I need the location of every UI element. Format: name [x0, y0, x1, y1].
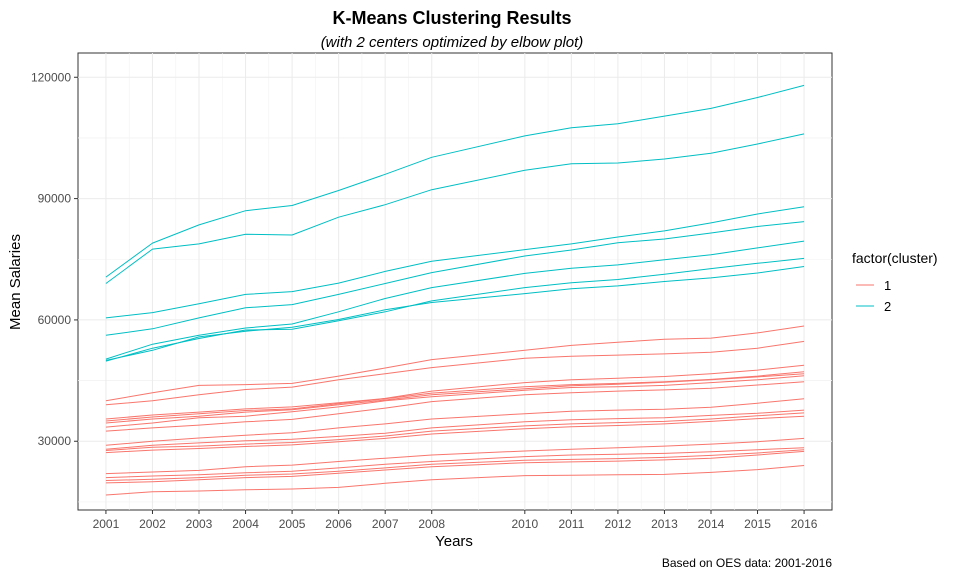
- chart-subtitle: (with 2 centers optimized by elbow plot): [321, 34, 584, 51]
- series-line-cluster-1: [105, 325, 805, 402]
- legend-label-cluster-2: 2: [884, 299, 891, 314]
- series-line-cluster-1: [105, 415, 805, 454]
- x-tick-label: 2010: [511, 517, 538, 531]
- series-line-cluster-1: [105, 340, 805, 406]
- x-tick-label: 2006: [325, 517, 352, 531]
- series-line-cluster-1: [105, 447, 805, 479]
- series-line-cluster-2: [105, 84, 805, 278]
- y-axis: 30000 60000 90000 120000: [31, 70, 78, 448]
- x-tick-label: 2012: [605, 517, 632, 531]
- series-line-cluster-1: [105, 381, 805, 432]
- x-tick-label: 2003: [186, 517, 213, 531]
- x-tick-label: 2011: [558, 517, 584, 531]
- legend: factor(cluster) 1 2: [852, 250, 938, 314]
- x-tick-label: 2008: [418, 517, 445, 531]
- series-line-cluster-2: [105, 133, 805, 284]
- y-tick-label: 120000: [31, 70, 71, 84]
- series-line-cluster-1: [105, 465, 805, 496]
- series-line-cluster-1: [105, 437, 805, 475]
- chart-caption: Based on OES data: 2001-2016: [662, 556, 832, 570]
- y-tick-label: 90000: [38, 192, 72, 206]
- series-line-cluster-2: [105, 221, 805, 336]
- x-tick-label: 2014: [698, 517, 725, 531]
- x-axis: 2001 2002 2003 2004 2005 2006 2007 2008 2010 2011…: [93, 510, 818, 531]
- chart-title: K-Means Clustering Results: [332, 8, 571, 28]
- x-tick-label: 2004: [232, 517, 259, 531]
- y-tick-label: 60000: [38, 313, 72, 327]
- series-line-cluster-2: [105, 266, 805, 361]
- x-tick-label: 2015: [744, 517, 771, 531]
- series-line-cluster-1: [105, 409, 805, 450]
- x-tick-label: 2005: [279, 517, 306, 531]
- grid: [78, 53, 832, 510]
- series-line-cluster-1: [105, 375, 805, 428]
- y-axis-title: Mean Salaries: [7, 234, 24, 330]
- series-line-cluster-2: [105, 206, 805, 319]
- plot-panel: [77, 52, 833, 511]
- series-line-cluster-1: [105, 449, 805, 481]
- series-line-cluster-2: [105, 240, 805, 360]
- legend-title: factor(cluster): [852, 250, 938, 266]
- y-tick-label: 30000: [38, 434, 72, 448]
- x-axis-title: Years: [435, 533, 473, 550]
- series-line-cluster-1: [105, 398, 805, 446]
- x-tick-label: 2013: [651, 517, 678, 531]
- series-line-cluster-1: [105, 364, 805, 420]
- series-line-cluster-1: [105, 412, 805, 451]
- x-tick-label: 2002: [139, 517, 166, 531]
- series-line-cluster-2: [105, 257, 805, 362]
- series-line-cluster-1: [105, 373, 805, 424]
- series-line-cluster-1: [105, 450, 805, 484]
- legend-label-cluster-1: 1: [884, 278, 891, 293]
- series-lines: [105, 84, 805, 496]
- x-tick-label: 2001: [93, 517, 120, 531]
- x-tick-label: 2007: [372, 517, 399, 531]
- x-tick-label: 2016: [791, 517, 818, 531]
